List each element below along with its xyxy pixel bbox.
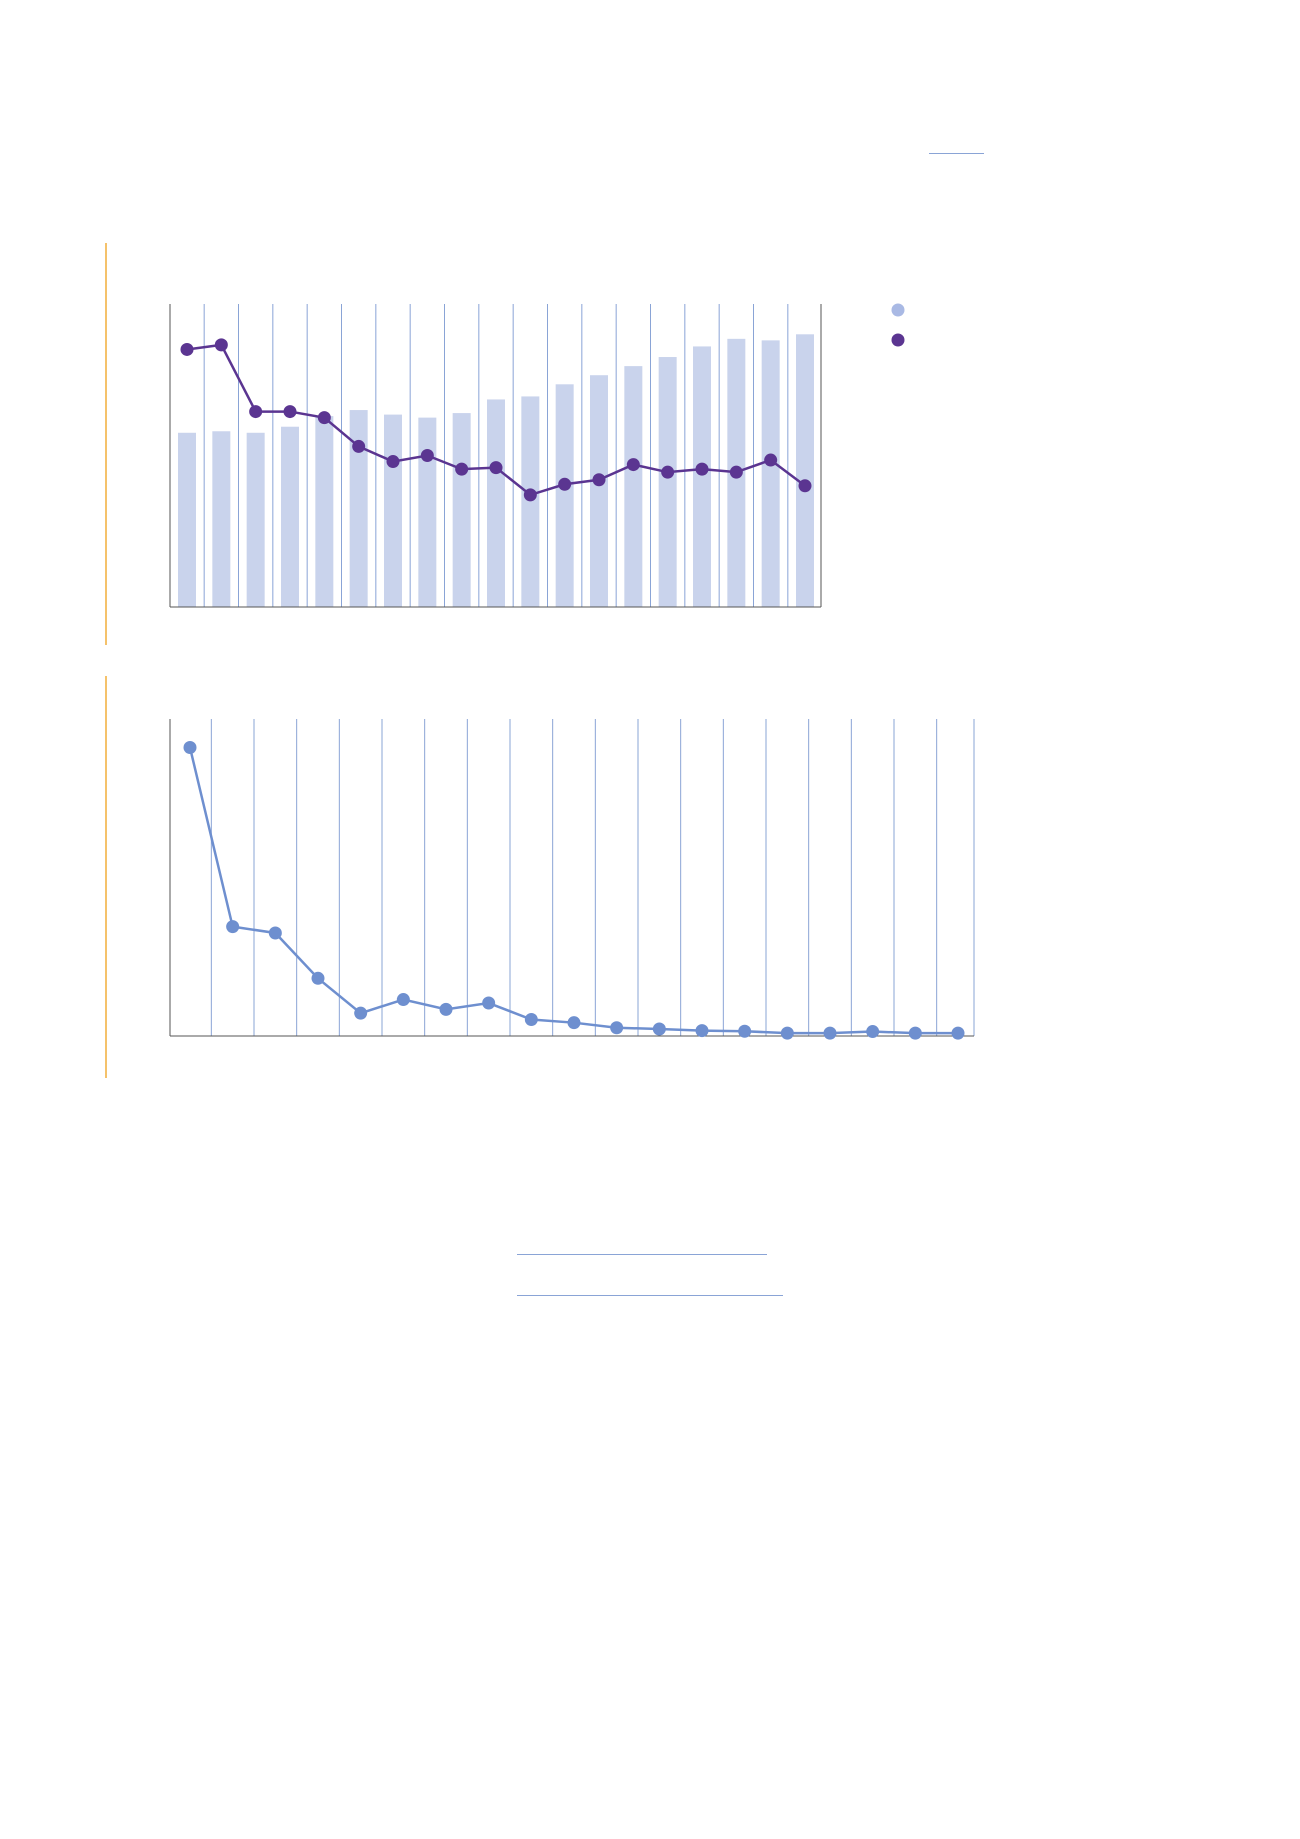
bar [590, 375, 608, 607]
data-point [610, 1021, 624, 1035]
bar [521, 396, 540, 607]
bar [246, 432, 265, 607]
data-point [482, 996, 496, 1010]
data-point [695, 1024, 709, 1038]
purple-dot-icon [891, 333, 905, 347]
chart-2-accent-rule [105, 676, 107, 1078]
data-point [180, 342, 194, 356]
data-point [780, 1026, 794, 1040]
data-point [214, 338, 228, 352]
bar [693, 346, 711, 607]
combo-bar-line-chart [169, 303, 905, 608]
chart-1-accent-rule [105, 243, 107, 645]
data-point [439, 1002, 453, 1016]
bar [281, 426, 299, 607]
data-point [823, 1026, 837, 1040]
data-point [420, 449, 434, 462]
data-point [764, 453, 778, 467]
data-point [396, 993, 410, 1007]
series-line [188, 747, 958, 1035]
bar [178, 432, 196, 607]
bar [555, 384, 574, 607]
data-point [386, 455, 400, 469]
data-point [738, 1024, 752, 1038]
data-point [951, 1026, 965, 1040]
data-point [249, 405, 263, 419]
data-point [311, 971, 325, 985]
data-point [661, 465, 675, 479]
data-point [908, 1026, 922, 1040]
header-link-underline[interactable] [929, 153, 984, 154]
footer-link-underline-2[interactable] [517, 1295, 783, 1296]
data-point [695, 462, 709, 476]
data-point [592, 473, 606, 487]
bar [487, 399, 505, 607]
data-point [489, 461, 503, 475]
light-blue-dot-icon [891, 303, 905, 317]
bar [315, 416, 334, 607]
data-point [226, 920, 240, 934]
bar [452, 413, 471, 607]
data-point [524, 1013, 538, 1027]
bar [796, 334, 814, 607]
data-point [352, 439, 366, 453]
data-point [268, 926, 282, 940]
data-point [354, 1006, 368, 1020]
data-point [283, 405, 297, 419]
data-point [626, 458, 640, 472]
bar [212, 431, 231, 607]
data-point [455, 462, 469, 476]
data-point [523, 488, 537, 502]
data-point [558, 477, 572, 491]
data-point [729, 465, 743, 479]
footer-link-underline-1[interactable] [517, 1254, 767, 1255]
bar [624, 366, 643, 607]
bar [418, 417, 437, 607]
data-point [567, 1016, 581, 1030]
data-point [317, 411, 331, 425]
data-point [866, 1025, 880, 1039]
bar [658, 357, 677, 607]
bar [761, 340, 780, 607]
bar [349, 410, 368, 607]
line-chart [169, 719, 975, 1040]
data-point [652, 1022, 666, 1036]
data-point [183, 741, 197, 755]
data-point [798, 479, 812, 493]
